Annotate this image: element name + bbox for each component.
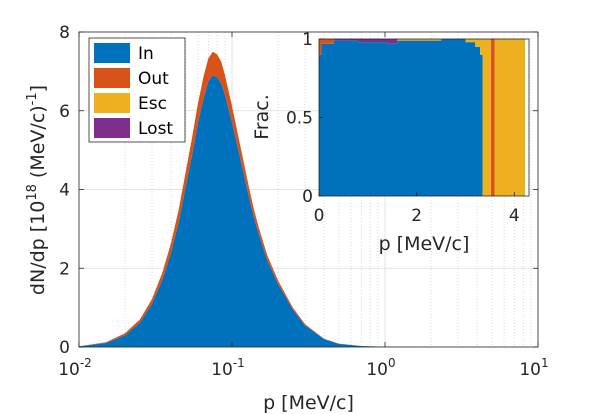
inset-area-esc [319, 39, 526, 196]
legend-label-in: In [138, 44, 154, 64]
legend-label-lost: Lost [138, 119, 173, 139]
ylabel-mid: (MeV/c) [27, 105, 49, 184]
main-x-axis-label: p [MeV/c] [263, 392, 354, 414]
inset-area-lost [319, 39, 526, 44]
main-x-tick-label: 10-2 [58, 356, 92, 380]
inset-axes: 0 2 4 0 0.5 1 p [MeV/c] Frac. [251, 30, 530, 255]
inset-ticks [318, 38, 515, 197]
inset-y-axis-label: Frac. [251, 94, 273, 140]
inset-tick-labels: 0 2 4 0 0.5 1 [286, 30, 520, 226]
main-y-tick-label: 8 [59, 23, 70, 43]
main-x-tick-label: 10-1 [211, 356, 245, 380]
main-x-tick-label: 101 [519, 356, 548, 380]
legend-swatch-out [94, 68, 130, 88]
main-x-tick-label: 100 [366, 356, 395, 380]
main-ticks [78, 31, 539, 348]
ylabel-pre: dN/dp [10 [27, 201, 49, 295]
inset-y-tick-label: 0.5 [286, 109, 313, 129]
main-y-tick-label: 6 [59, 102, 70, 122]
main-area-in [79, 75, 538, 347]
inset-area-in [319, 39, 526, 196]
inset-x-axis-label: p [MeV/c] [379, 233, 470, 255]
inset-areas [319, 39, 526, 196]
main-y-axis-label: dN/dp [1018 (MeV/c)-1] [25, 85, 49, 295]
legend-items: In Out Esc Lost [94, 43, 173, 139]
inset-x-tick-label: 2 [411, 206, 422, 226]
legend-label-out: Out [138, 69, 169, 89]
inset-y-tick-label: 1 [302, 30, 313, 50]
ylabel-post: ] [27, 85, 49, 92]
legend-swatch-esc [94, 93, 130, 113]
inset-x-tick-label: 0 [314, 206, 325, 226]
legend-swatch-in [94, 43, 130, 63]
legend: In Out Esc Lost [88, 37, 186, 143]
main-y-tick-label: 2 [59, 259, 70, 279]
inset-x-tick-label: 4 [509, 206, 520, 226]
legend-label-esc: Esc [138, 94, 167, 114]
main-areas [79, 51, 538, 347]
inset-y-tick-label: 0 [302, 187, 313, 207]
ylabel-sup2: -1 [25, 92, 40, 105]
main-y-tick-label: 4 [59, 181, 70, 201]
main-y-tick-label: 0 [59, 338, 70, 358]
legend-swatch-lost [94, 118, 130, 138]
ylabel-sup1: 18 [25, 184, 40, 201]
